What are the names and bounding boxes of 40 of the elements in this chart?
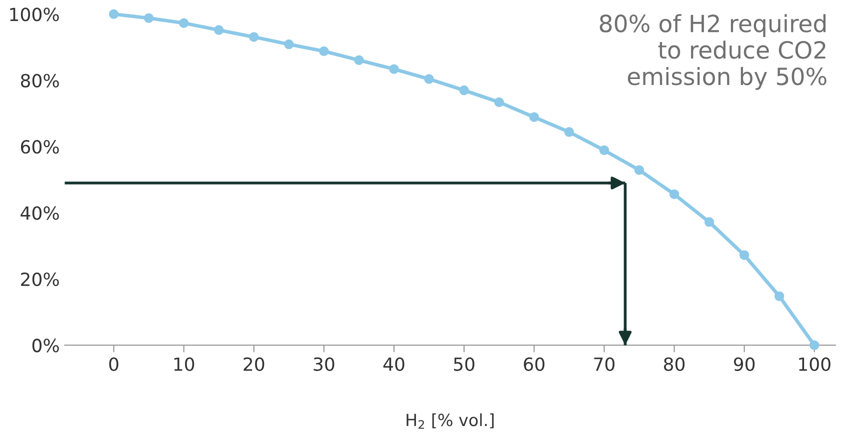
- x-tick-label: 10: [174, 357, 194, 371]
- point: [214, 25, 224, 35]
- point: [144, 13, 154, 23]
- y-tick-label: 60%: [20, 140, 59, 154]
- y-tick-label: 20%: [21, 272, 59, 286]
- x-tick-label: 30: [314, 357, 334, 371]
- x-tick-label: 100: [799, 357, 830, 371]
- x-axis-title: H$_{2}$ [% vol.]: [406, 413, 494, 429]
- point: [354, 55, 364, 66]
- point: [599, 145, 610, 156]
- point: [249, 32, 259, 42]
- point: [669, 189, 680, 200]
- point: [774, 291, 784, 302]
- y-tick-label: 40%: [20, 206, 59, 220]
- y-tick-label: 0%: [32, 338, 59, 352]
- x-tick-label: 60: [524, 357, 544, 371]
- point: [634, 165, 644, 175]
- point: [108, 9, 119, 20]
- point: [424, 74, 434, 84]
- point: [810, 340, 820, 350]
- x-tick-label: 0: [109, 357, 118, 371]
- annotation: 80% of H2 required to reduce CO2 emission by 50%: [600, 14, 826, 90]
- point: [704, 217, 714, 227]
- point: [564, 127, 574, 137]
- point: [494, 97, 504, 108]
- x-tick-label: 90: [734, 357, 755, 371]
- point: [389, 64, 399, 74]
- point: [284, 39, 294, 50]
- point: [739, 250, 750, 260]
- x-tick-label: 40: [383, 357, 404, 371]
- x-tick-label: 70: [594, 357, 614, 371]
- point: [319, 46, 329, 56]
- y-tick-label: 80%: [20, 74, 59, 88]
- x-tick-label: 50: [454, 357, 474, 371]
- point: [459, 85, 469, 96]
- y-tick-label: 100%: [10, 8, 59, 22]
- x-tick-label: 20: [244, 357, 264, 371]
- x-tick-label: 80: [664, 357, 685, 371]
- point: [529, 112, 539, 122]
- point: [178, 18, 189, 28]
